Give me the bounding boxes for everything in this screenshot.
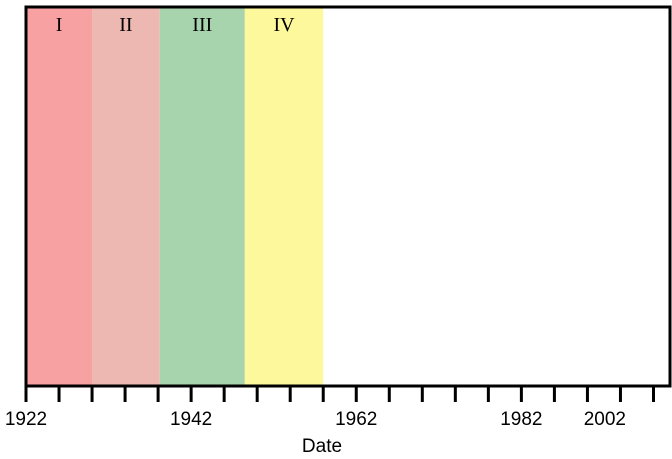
- period-band-label-iii: III: [192, 14, 212, 36]
- period-band-iii: [159, 7, 245, 386]
- x-axis-title: Date: [302, 436, 342, 457]
- period-bands: [26, 7, 324, 386]
- x-tick-label-1922: 1922: [5, 409, 47, 430]
- period-band-iv: [244, 7, 324, 386]
- x-tick-label-1982: 1982: [500, 409, 542, 430]
- x-tick-label-1962: 1962: [335, 409, 377, 430]
- period-band-label-iv: IV: [273, 14, 295, 36]
- period-band-i: [26, 7, 93, 386]
- x-axis-tick-labels: 1922 1942 1962 1982 2002: [5, 409, 626, 430]
- plot-frame: [24, 5, 672, 388]
- period-band-labels: I II III IV: [56, 14, 295, 36]
- x-tick-label-2002: 2002: [584, 409, 626, 430]
- x-tick-label-1942: 1942: [170, 409, 212, 430]
- period-band-label-i: I: [56, 14, 63, 36]
- x-axis-ticks: [24, 386, 655, 402]
- period-band-label-ii: II: [119, 14, 132, 36]
- period-band-ii: [92, 7, 160, 386]
